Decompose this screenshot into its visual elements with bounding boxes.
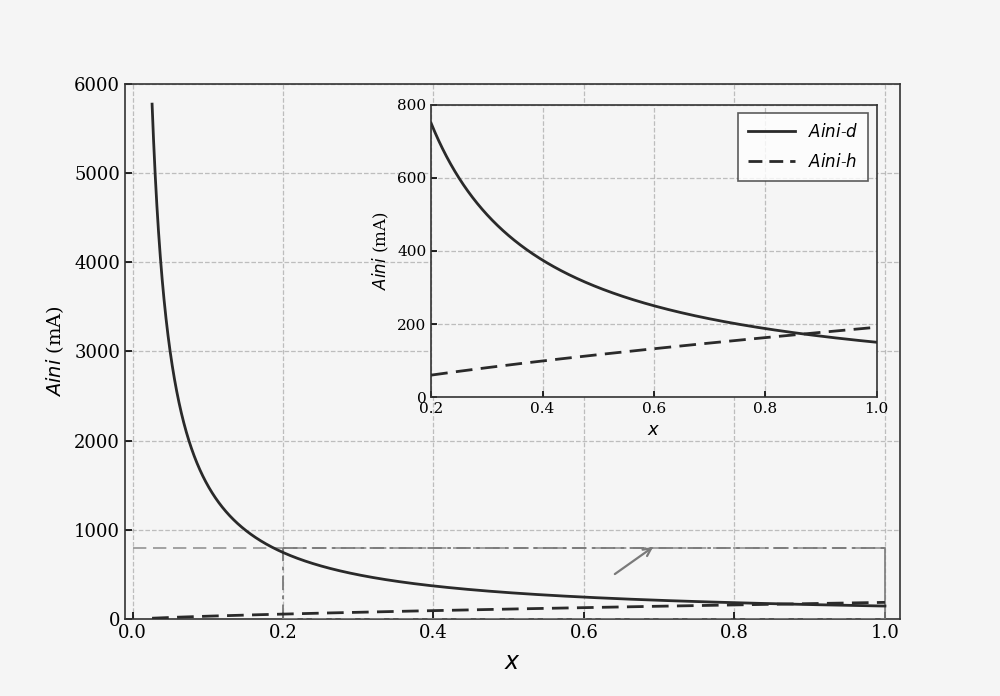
X-axis label: $\mathit{x}$: $\mathit{x}$: [504, 651, 521, 674]
Legend: $\mathit{Aini}$-$\mathit{d}$, $\mathit{Aini}$-$\mathit{h}$: $\mathit{Aini}$-$\mathit{d}$, $\mathit{A…: [738, 113, 868, 181]
X-axis label: $\mathit{x}$: $\mathit{x}$: [647, 422, 661, 439]
Y-axis label: $\mathit{Aini}$ (mA): $\mathit{Aini}$ (mA): [371, 212, 391, 290]
Y-axis label: $\mathit{Aini}$ (mA): $\mathit{Aini}$ (mA): [44, 306, 66, 397]
